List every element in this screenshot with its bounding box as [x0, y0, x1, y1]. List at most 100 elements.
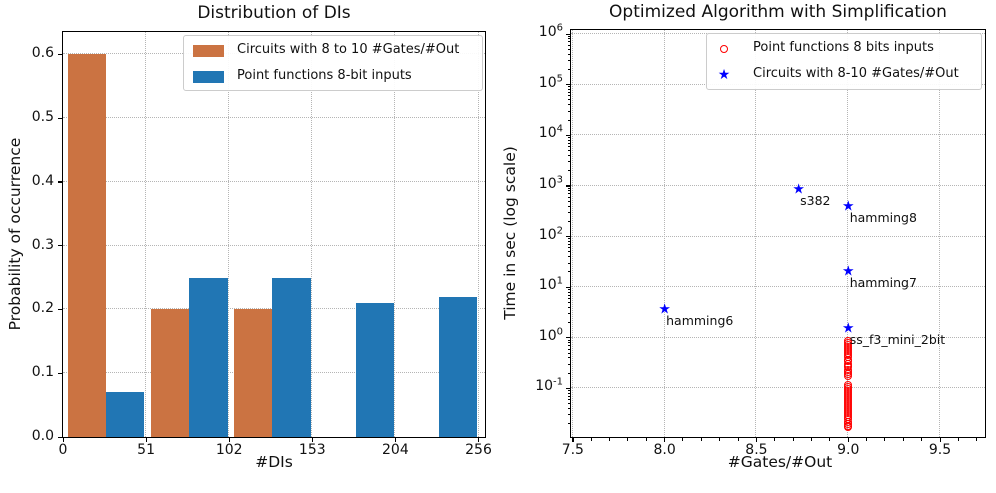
x-minor-tick [921, 438, 923, 441]
y-tick-label: 0.3 [31, 236, 54, 253]
y-minor-tick [568, 44, 571, 46]
x-minor-tick [792, 438, 794, 441]
y-minor-tick [568, 220, 571, 222]
y-tick [566, 286, 570, 288]
y-minor-tick [568, 294, 571, 296]
legend-item: Point functions 8-bit inputs [184, 67, 482, 89]
x-tick [62, 438, 64, 442]
y-minor-tick [568, 262, 571, 264]
scatter-title: Optimized Algorithm with Simplification [609, 2, 947, 22]
y-tick [566, 337, 570, 339]
y-minor-tick [568, 86, 571, 88]
y-tick [58, 245, 62, 247]
y-tick [566, 185, 570, 187]
histogram-bar [189, 277, 228, 437]
grid-line-v [228, 32, 230, 437]
y-minor-tick [568, 119, 571, 121]
x-minor-tick [976, 438, 978, 441]
y-tick [566, 387, 570, 390]
y-tick-label: 102 [538, 224, 563, 243]
legend-label: Circuits with 8-10 #Gates/#Out [753, 66, 959, 81]
annotation-label: hamming6 [666, 313, 734, 329]
y-minor-tick [568, 35, 571, 37]
scatter-chart: Optimized Algorithm with Simplification … [498, 0, 996, 493]
histogram-bar [67, 54, 107, 437]
y-minor-tick [568, 291, 571, 293]
y-tick [566, 84, 570, 86]
y-minor-tick [568, 256, 571, 258]
x-minor-tick [884, 438, 886, 441]
y-minor-tick [568, 247, 571, 249]
grid-line-v [847, 30, 849, 437]
annotation-label: s382 [800, 193, 831, 209]
y-minor-tick [568, 95, 571, 97]
y-minor-tick [568, 339, 571, 341]
x-tick-label: 51 [137, 442, 156, 458]
y-minor-tick [568, 41, 571, 43]
y-minor-tick [568, 68, 571, 70]
x-minor-tick [866, 438, 868, 441]
y-tick-label: 100 [538, 326, 563, 344]
legend-swatch [193, 45, 224, 57]
y-minor-tick [568, 348, 571, 350]
y-minor-tick [568, 240, 571, 242]
x-tick [394, 438, 397, 442]
x-tick [145, 438, 147, 442]
y-minor-tick [568, 342, 571, 344]
x-minor-tick [609, 438, 611, 441]
y-minor-tick [568, 53, 571, 55]
y-minor-tick [568, 48, 571, 50]
grid-line-h [571, 387, 985, 389]
y-tick [58, 53, 62, 55]
histogram-bar [438, 296, 477, 437]
grid-line-v [571, 30, 573, 437]
x-tick-label: 0 [58, 442, 68, 458]
x-tick-label: 9.0 [837, 442, 860, 458]
y-minor-tick [568, 414, 571, 416]
grid-line-v [663, 30, 665, 437]
x-minor-tick [829, 438, 831, 441]
y-tick [58, 117, 62, 119]
x-minor-tick [811, 438, 812, 441]
x-minor-tick [700, 438, 702, 441]
histogram-bar [234, 309, 273, 437]
grid-line-v [477, 32, 479, 437]
annotation-label: hamming8 [849, 209, 917, 225]
x-minor-tick [627, 438, 629, 441]
y-minor-tick [568, 306, 571, 308]
grid-line-h [63, 117, 485, 119]
x-minor-tick [590, 438, 592, 441]
y-minor-tick [568, 150, 571, 152]
x-minor-tick [902, 438, 904, 441]
y-minor-tick [568, 89, 571, 91]
x-tick-label: 153 [298, 442, 326, 458]
histogram-bar [151, 309, 190, 437]
histogram-bar [272, 277, 311, 437]
x-tick [228, 438, 230, 442]
x-tick-label: 102 [215, 442, 243, 458]
y-minor-tick [568, 423, 571, 425]
y-tick [566, 236, 570, 238]
y-minor-tick [568, 251, 571, 253]
histogram-plot-area: Circuits with 8 to 10 #Gates/#Out Point f… [62, 31, 486, 438]
x-minor-tick [774, 438, 776, 441]
y-minor-tick [568, 196, 571, 198]
y-tick-label: 105 [538, 73, 563, 91]
y-tick-label: 0.4 [31, 172, 54, 189]
y-minor-tick [568, 372, 571, 374]
y-minor-tick [568, 313, 571, 315]
legend-red-circle-marker [720, 45, 728, 53]
y-minor-tick [568, 190, 571, 192]
histogram-bar [355, 303, 394, 437]
y-minor-tick [568, 322, 571, 324]
grid-line-h [63, 180, 485, 182]
y-minor-tick [568, 392, 571, 394]
y-minor-tick [568, 390, 571, 392]
y-tick [566, 134, 570, 136]
grid-line-v [394, 32, 396, 437]
grid-line-v [311, 32, 313, 437]
y-tick-label: 10-1 [535, 376, 563, 395]
x-tick-label: 204 [382, 442, 409, 458]
legend-label: Point functions 8-bit inputs [237, 68, 412, 83]
legend-item: ★ Circuits with 8-10 #Gates/#Out [707, 63, 981, 87]
